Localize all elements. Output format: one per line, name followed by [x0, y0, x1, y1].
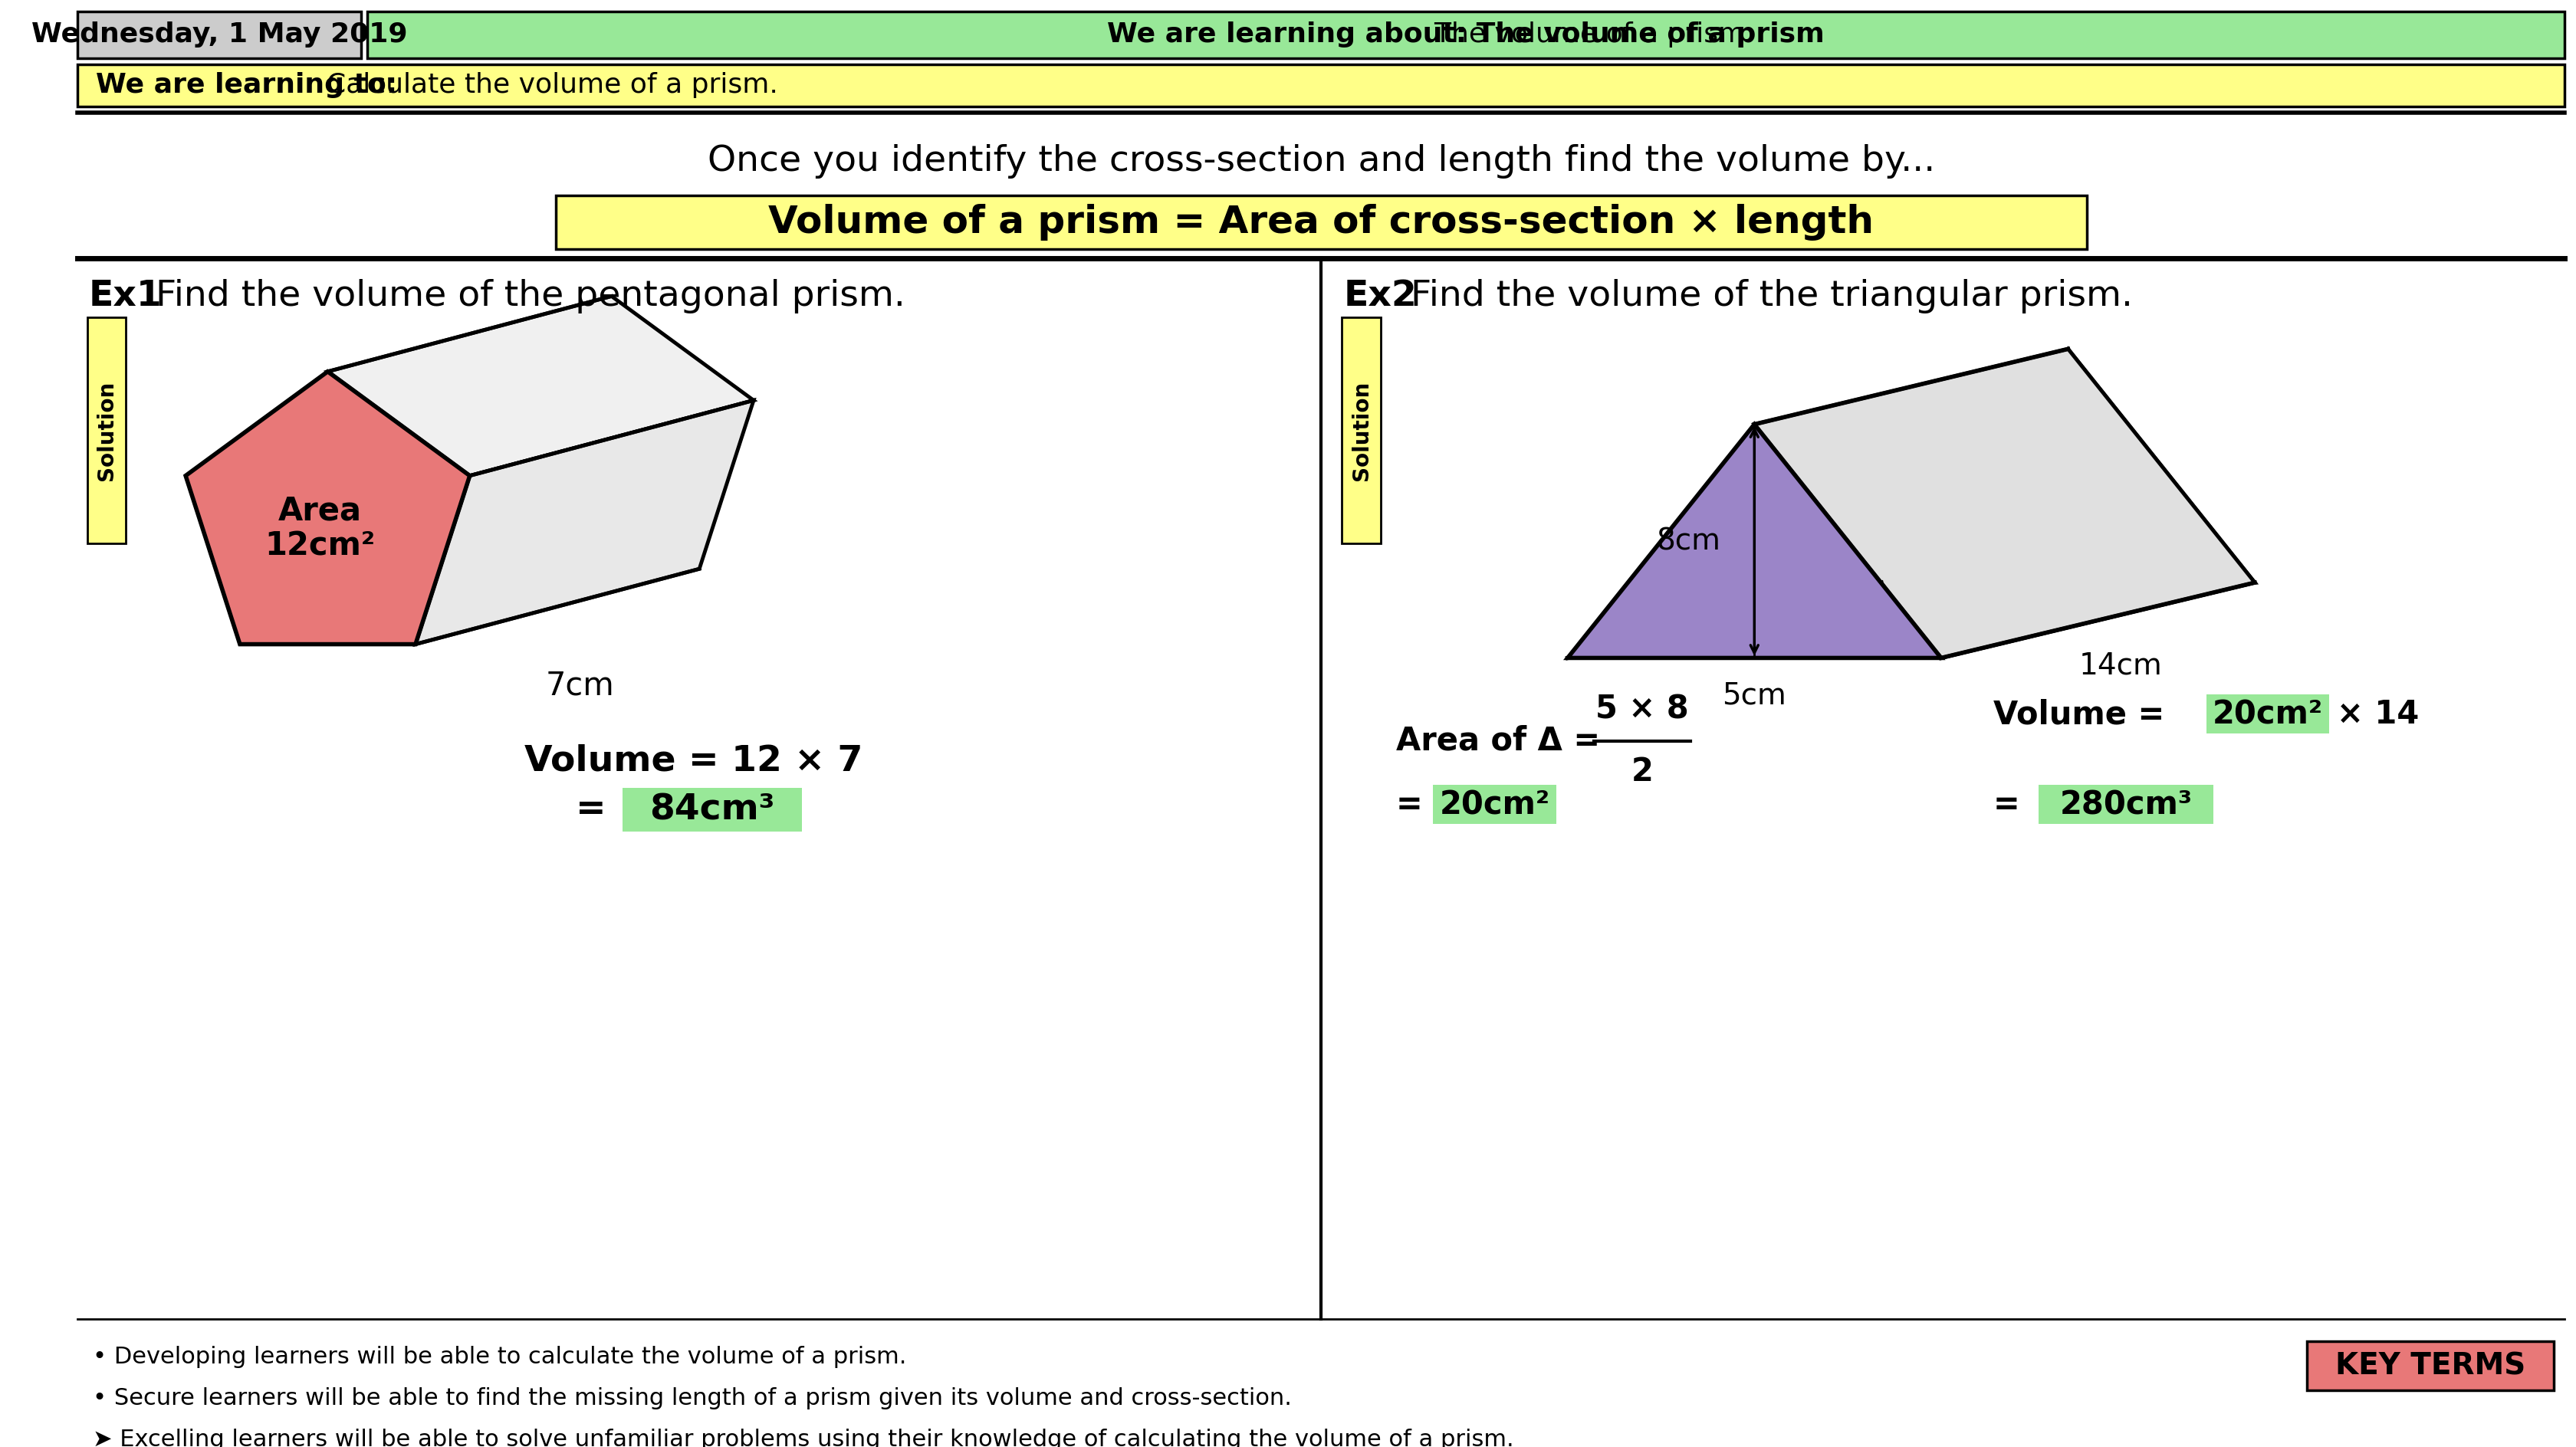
Text: Solution: Solution: [1350, 381, 1373, 480]
Text: 20cm²: 20cm²: [2213, 699, 2324, 731]
Text: 7cm: 7cm: [546, 670, 613, 702]
Text: =: =: [1994, 789, 2030, 820]
Bar: [2308, 1341, 2553, 1391]
Text: Wednesday, 1 May 2019: Wednesday, 1 May 2019: [31, 22, 407, 48]
Bar: [77, 12, 361, 58]
Bar: [1342, 317, 1381, 544]
Text: Solution: Solution: [95, 381, 118, 480]
Text: 280cm³: 280cm³: [2061, 789, 2192, 820]
Text: =: =: [1396, 789, 1435, 820]
Text: Ex2: Ex2: [1345, 279, 1417, 314]
Text: Volume =: Volume =: [1994, 699, 2177, 731]
Text: Area: Area: [278, 495, 363, 527]
Text: Volume = 12 × 7: Volume = 12 × 7: [526, 744, 863, 778]
Text: Ex1: Ex1: [88, 279, 162, 314]
Polygon shape: [185, 372, 469, 644]
Bar: [1432, 784, 1556, 823]
Text: • Secure learners will be able to find the missing length of a prism given its v: • Secure learners will be able to find t…: [93, 1386, 1291, 1409]
Text: KEY TERMS: KEY TERMS: [2336, 1351, 2524, 1380]
Text: We are learning about: The volume of a prism: We are learning about: The volume of a p…: [1108, 22, 1824, 48]
Text: We are learning to:: We are learning to:: [95, 72, 397, 98]
Polygon shape: [1880, 349, 2254, 583]
Text: 84cm³: 84cm³: [649, 793, 775, 828]
Polygon shape: [1569, 583, 2254, 658]
Polygon shape: [415, 401, 755, 644]
Text: 14cm: 14cm: [2079, 651, 2161, 680]
Text: 20cm²: 20cm²: [1440, 789, 1551, 820]
Text: • Developing learners will be able to calculate the volume of a prism.: • Developing learners will be able to ca…: [93, 1346, 907, 1367]
Text: 12cm²: 12cm²: [265, 530, 376, 563]
Text: The volume of a prism: The volume of a prism: [1188, 22, 1744, 48]
Polygon shape: [1569, 424, 1942, 658]
Text: Volume of a prism = Area of cross-section × length: Volume of a prism = Area of cross-sectio…: [768, 204, 1873, 240]
Text: × 14: × 14: [2336, 699, 2419, 731]
Polygon shape: [327, 297, 755, 476]
Text: Find the volume of the pentagonal prism.: Find the volume of the pentagonal prism.: [157, 279, 907, 314]
Text: ➤ Excelling learners will be able to solve unfamiliar problems using their knowl: ➤ Excelling learners will be able to sol…: [93, 1428, 1515, 1447]
Text: 5cm: 5cm: [1723, 682, 1788, 710]
Text: Once you identify the cross-section and length find the volume by...: Once you identify the cross-section and …: [708, 145, 1935, 178]
Bar: [77, 64, 2566, 106]
Polygon shape: [1754, 349, 2254, 658]
Text: 5 × 8: 5 × 8: [1595, 693, 1690, 726]
Text: Calculate the volume of a prism.: Calculate the volume of a prism.: [309, 72, 778, 98]
Text: 8cm: 8cm: [1656, 527, 1721, 556]
Text: Area of Δ =: Area of Δ =: [1396, 725, 1600, 757]
Bar: [556, 195, 2087, 249]
Text: 2: 2: [1631, 755, 1654, 789]
Bar: [2205, 695, 2329, 734]
Bar: [2038, 784, 2213, 823]
Bar: [368, 12, 2566, 58]
Bar: [623, 789, 801, 832]
Text: Find the volume of the triangular prism.: Find the volume of the triangular prism.: [1412, 279, 2133, 314]
Text: =: =: [577, 793, 618, 828]
Bar: [88, 317, 126, 544]
